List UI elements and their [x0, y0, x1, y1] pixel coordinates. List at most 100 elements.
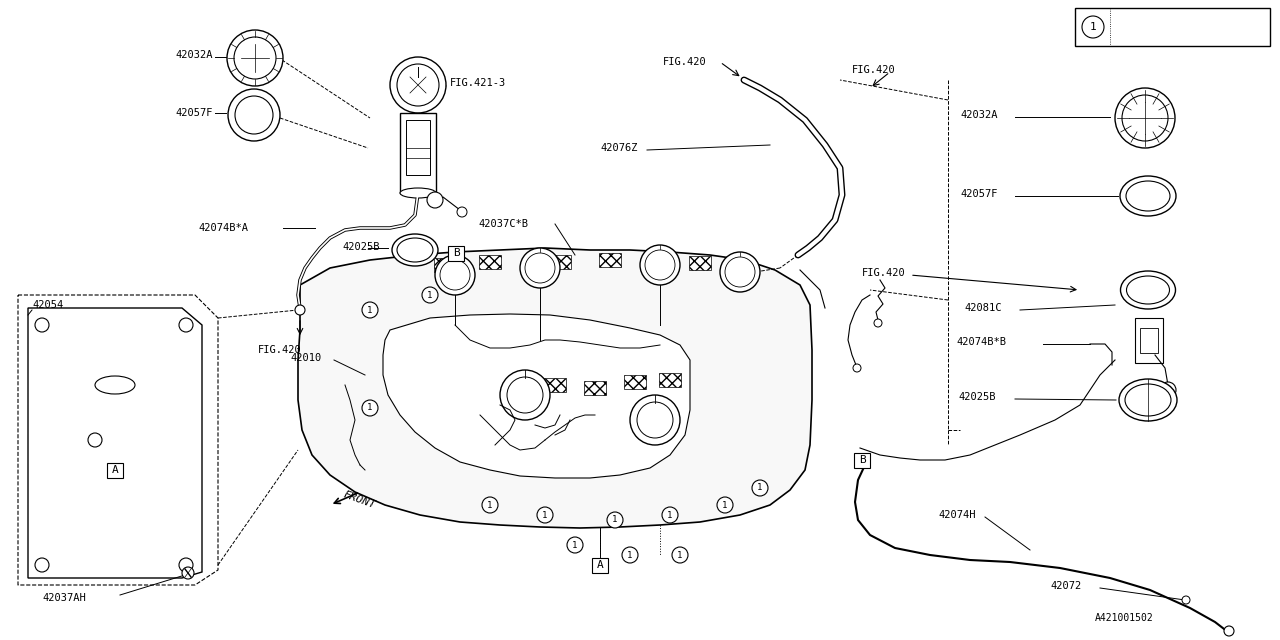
Circle shape	[753, 480, 768, 496]
Text: A421001502: A421001502	[1094, 613, 1153, 623]
Ellipse shape	[1126, 276, 1170, 304]
Circle shape	[35, 318, 49, 332]
Circle shape	[428, 192, 443, 208]
Ellipse shape	[1119, 379, 1178, 421]
Ellipse shape	[1120, 176, 1176, 216]
Circle shape	[179, 318, 193, 332]
Bar	[479, 255, 500, 269]
Text: B: B	[453, 248, 460, 258]
Polygon shape	[298, 248, 812, 528]
Circle shape	[622, 547, 637, 563]
Circle shape	[236, 96, 273, 134]
Circle shape	[457, 207, 467, 217]
Circle shape	[483, 497, 498, 513]
Ellipse shape	[392, 234, 438, 266]
Text: 42074B*B: 42074B*B	[956, 337, 1006, 347]
Text: A: A	[111, 465, 118, 475]
Circle shape	[234, 37, 276, 79]
Bar	[584, 381, 605, 395]
Text: 1: 1	[1089, 22, 1097, 32]
Bar	[1075, 8, 1270, 46]
Circle shape	[35, 558, 49, 572]
Text: 42057F: 42057F	[175, 108, 212, 118]
Text: B: B	[859, 455, 865, 465]
Bar	[1140, 328, 1158, 353]
Polygon shape	[383, 314, 690, 478]
Circle shape	[227, 30, 283, 86]
Circle shape	[724, 257, 755, 287]
Circle shape	[179, 558, 193, 572]
Text: 42081C: 42081C	[964, 303, 1001, 313]
Text: 1: 1	[367, 403, 372, 413]
Circle shape	[1082, 16, 1103, 38]
Text: 42037C*B: 42037C*B	[477, 219, 529, 229]
Bar	[434, 258, 456, 272]
Circle shape	[1181, 596, 1190, 604]
Text: FIG.420: FIG.420	[861, 268, 906, 278]
Bar	[549, 255, 571, 269]
Circle shape	[362, 302, 378, 318]
Bar	[733, 264, 756, 278]
Ellipse shape	[95, 376, 134, 394]
Bar	[854, 452, 870, 467]
Polygon shape	[28, 308, 202, 578]
Circle shape	[362, 400, 378, 416]
Text: 42025B: 42025B	[342, 242, 379, 252]
Ellipse shape	[401, 188, 436, 198]
Circle shape	[397, 64, 439, 106]
Circle shape	[637, 402, 673, 438]
Circle shape	[228, 89, 280, 141]
Circle shape	[567, 537, 582, 553]
Bar	[644, 253, 666, 267]
Bar	[1135, 318, 1164, 363]
Text: 1: 1	[667, 511, 673, 520]
Text: 42037AH: 42037AH	[42, 593, 86, 603]
Bar	[448, 246, 465, 260]
Text: 42057F: 42057F	[960, 189, 997, 199]
Bar	[593, 557, 608, 573]
Bar	[406, 120, 430, 175]
Ellipse shape	[1120, 271, 1175, 309]
Text: FRONT: FRONT	[342, 490, 378, 511]
Text: 42054: 42054	[32, 300, 63, 310]
Circle shape	[717, 497, 733, 513]
Ellipse shape	[397, 238, 433, 262]
Circle shape	[538, 507, 553, 523]
Circle shape	[1224, 626, 1234, 636]
Text: 42074H: 42074H	[938, 510, 975, 520]
Text: 1: 1	[488, 500, 493, 509]
Text: FIG.420: FIG.420	[852, 65, 896, 75]
Text: 42025B: 42025B	[957, 392, 996, 402]
Bar	[108, 463, 123, 477]
Circle shape	[88, 433, 102, 447]
Circle shape	[507, 377, 543, 413]
Text: 42072: 42072	[1050, 581, 1082, 591]
Text: 1: 1	[758, 483, 763, 493]
Text: 1: 1	[627, 550, 632, 559]
Circle shape	[294, 305, 305, 315]
Circle shape	[1123, 95, 1169, 141]
Circle shape	[500, 370, 550, 420]
Ellipse shape	[1125, 384, 1171, 416]
Bar	[625, 375, 646, 389]
Circle shape	[440, 260, 470, 290]
Circle shape	[390, 57, 445, 113]
Text: 1: 1	[677, 550, 682, 559]
Text: 1: 1	[428, 291, 433, 300]
Circle shape	[182, 567, 195, 579]
Text: A: A	[596, 560, 603, 570]
Circle shape	[607, 512, 623, 528]
Text: 42043J: 42043J	[1117, 20, 1164, 33]
Circle shape	[662, 507, 678, 523]
Circle shape	[640, 245, 680, 285]
Circle shape	[874, 319, 882, 327]
Circle shape	[852, 364, 861, 372]
Ellipse shape	[1126, 181, 1170, 211]
Text: 1: 1	[543, 511, 548, 520]
Circle shape	[672, 547, 689, 563]
Text: 1: 1	[367, 305, 372, 314]
Text: 1: 1	[612, 515, 618, 525]
Circle shape	[1115, 88, 1175, 148]
Circle shape	[721, 252, 760, 292]
Text: 42074B*A: 42074B*A	[198, 223, 248, 233]
